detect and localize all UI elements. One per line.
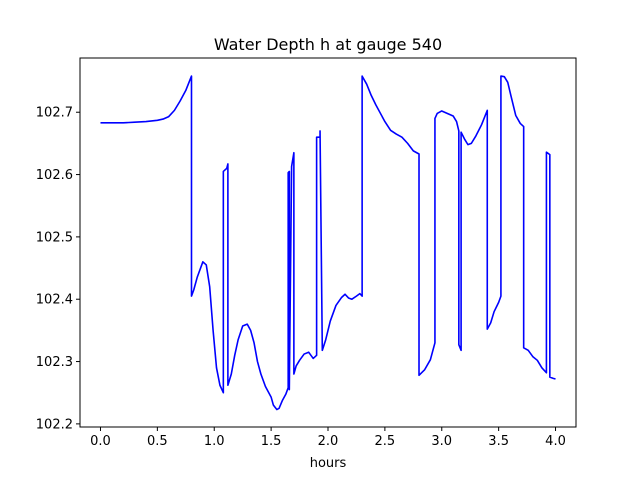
x-tick-label: 2.5 bbox=[375, 434, 396, 449]
y-tick-label: 102.3 bbox=[36, 355, 73, 370]
y-axis: 102.2 102.3 102.4 102.5 102.6 102.7 bbox=[36, 106, 80, 432]
y-tick-label: 102.4 bbox=[36, 293, 73, 308]
x-tick-label: 0.0 bbox=[90, 434, 111, 449]
x-tick-label: 3.0 bbox=[431, 434, 452, 449]
y-tick-label: 102.6 bbox=[36, 168, 73, 183]
x-tick-label: 1.0 bbox=[204, 434, 225, 449]
y-tick-label: 102.2 bbox=[36, 417, 73, 432]
x-axis-label: hours bbox=[310, 456, 347, 471]
chart-title: Water Depth h at gauge 540 bbox=[214, 35, 442, 54]
x-tick-label: 1.5 bbox=[261, 434, 282, 449]
x-tick-label: 2.0 bbox=[318, 434, 339, 449]
y-tick-label: 102.7 bbox=[36, 106, 73, 121]
y-tick-label: 102.5 bbox=[36, 230, 73, 245]
series-line-water-depth bbox=[100, 75, 556, 411]
x-axis: 0.0 0.5 1.0 1.5 2.0 2.5 3.0 3.5 4.0 bbox=[90, 427, 566, 449]
x-tick-label: 3.5 bbox=[488, 434, 509, 449]
x-tick-label: 4.0 bbox=[545, 434, 566, 449]
plot-area bbox=[79, 57, 577, 428]
x-tick-label: 0.5 bbox=[147, 434, 168, 449]
